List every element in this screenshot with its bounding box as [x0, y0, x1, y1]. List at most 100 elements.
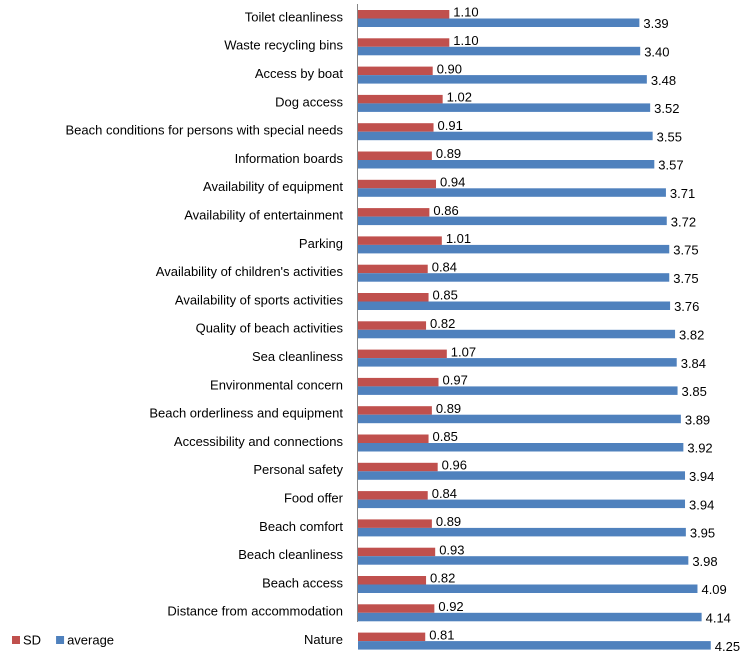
value-label: 3.76	[674, 299, 699, 314]
legend-label: SD	[23, 632, 41, 647]
value-label: 3.75	[673, 271, 698, 286]
value-label: 4.14	[706, 610, 731, 625]
bar	[358, 264, 428, 274]
bar	[358, 414, 681, 424]
value-label: 3.39	[643, 16, 668, 31]
bar	[358, 471, 686, 480]
category-label: Beach conditions for persons with specia…	[66, 123, 344, 138]
value-label: 0.84	[432, 486, 457, 501]
category-label: Dog access	[275, 94, 343, 109]
value-label: 0.82	[430, 571, 455, 586]
bar	[358, 273, 670, 282]
category-label: Nature	[304, 632, 343, 647]
category-label: Distance from accommodation	[167, 604, 343, 619]
bar	[358, 604, 435, 613]
bar	[358, 301, 671, 310]
value-label: 3.57	[658, 158, 683, 173]
bar	[358, 75, 647, 84]
value-label: 0.97	[443, 373, 468, 388]
category-label: Beach cleanliness	[238, 547, 343, 562]
category-label: Food offer	[284, 491, 344, 506]
bar	[358, 160, 655, 169]
value-label: 3.48	[651, 73, 676, 88]
value-label: 1.10	[453, 33, 478, 48]
bar	[358, 151, 432, 160]
bar	[358, 244, 670, 254]
category-label: Quality of beach activities	[196, 321, 344, 336]
legend-label: average	[67, 632, 114, 647]
bar	[358, 38, 450, 47]
value-label: 3.71	[670, 186, 695, 201]
legend-swatch	[12, 636, 20, 644]
value-label: 0.82	[430, 316, 455, 331]
bar	[358, 462, 438, 472]
bar	[358, 491, 428, 500]
bar	[358, 131, 653, 141]
bar	[358, 208, 430, 217]
value-label: 3.40	[644, 44, 669, 59]
value-label: 3.75	[673, 243, 698, 258]
bar	[358, 632, 426, 642]
value-label: 3.95	[690, 526, 715, 541]
value-label: 0.85	[433, 288, 458, 303]
value-label: 3.72	[671, 214, 696, 229]
value-label: 0.89	[436, 401, 461, 416]
bar	[358, 349, 447, 359]
category-label: Access by boat	[255, 66, 344, 81]
value-label: 3.92	[687, 441, 712, 456]
bar	[358, 10, 450, 19]
bar	[358, 434, 429, 443]
value-label: 3.98	[692, 554, 717, 569]
bar	[358, 527, 686, 537]
bar	[358, 46, 641, 56]
category-label: Availability of entertainment	[184, 208, 343, 223]
bar	[358, 179, 437, 189]
category-label: Beach comfort	[259, 519, 343, 534]
value-label: 1.10	[453, 5, 478, 20]
bar	[358, 293, 429, 302]
bar	[358, 236, 442, 245]
bar	[358, 519, 432, 528]
bar	[358, 556, 689, 565]
bar	[358, 94, 443, 104]
category-label: Availability of equipment	[203, 179, 343, 194]
legend-swatch	[56, 636, 65, 644]
bar	[358, 123, 434, 132]
value-label: 3.82	[679, 327, 704, 342]
bar	[358, 612, 702, 622]
category-label: Personal safety	[253, 462, 343, 477]
value-label: 0.85	[433, 429, 458, 444]
value-label: 0.91	[438, 118, 463, 133]
category-label: Parking	[299, 236, 343, 251]
value-label: 0.93	[439, 542, 464, 557]
bar	[358, 216, 667, 226]
bar	[358, 584, 698, 593]
bar	[358, 443, 684, 452]
category-label: Accessibility and connections	[174, 434, 344, 449]
bar	[358, 406, 432, 415]
category-label: Beach orderliness and equipment	[149, 406, 343, 421]
category-label: Waste recycling bins	[224, 38, 343, 53]
value-label: 3.85	[682, 384, 707, 399]
value-label: 4.25	[715, 639, 740, 651]
value-label: 3.94	[689, 497, 714, 512]
value-label: 3.89	[685, 412, 710, 427]
bar	[358, 358, 677, 367]
bar	[358, 499, 686, 509]
bar	[358, 66, 433, 76]
category-label: Availability of children's activities	[156, 264, 344, 279]
value-label: 1.02	[447, 90, 472, 105]
bar	[358, 103, 651, 112]
value-label: 0.90	[437, 61, 462, 76]
value-label: 1.01	[446, 231, 471, 246]
value-label: 0.94	[440, 174, 465, 189]
bar	[358, 18, 640, 27]
bar	[358, 377, 439, 387]
bar	[358, 576, 427, 585]
category-label: Sea cleanliness	[252, 349, 344, 364]
category-label: Environmental concern	[210, 377, 343, 392]
bar	[358, 188, 666, 197]
bar	[358, 321, 427, 330]
bar	[358, 547, 436, 557]
